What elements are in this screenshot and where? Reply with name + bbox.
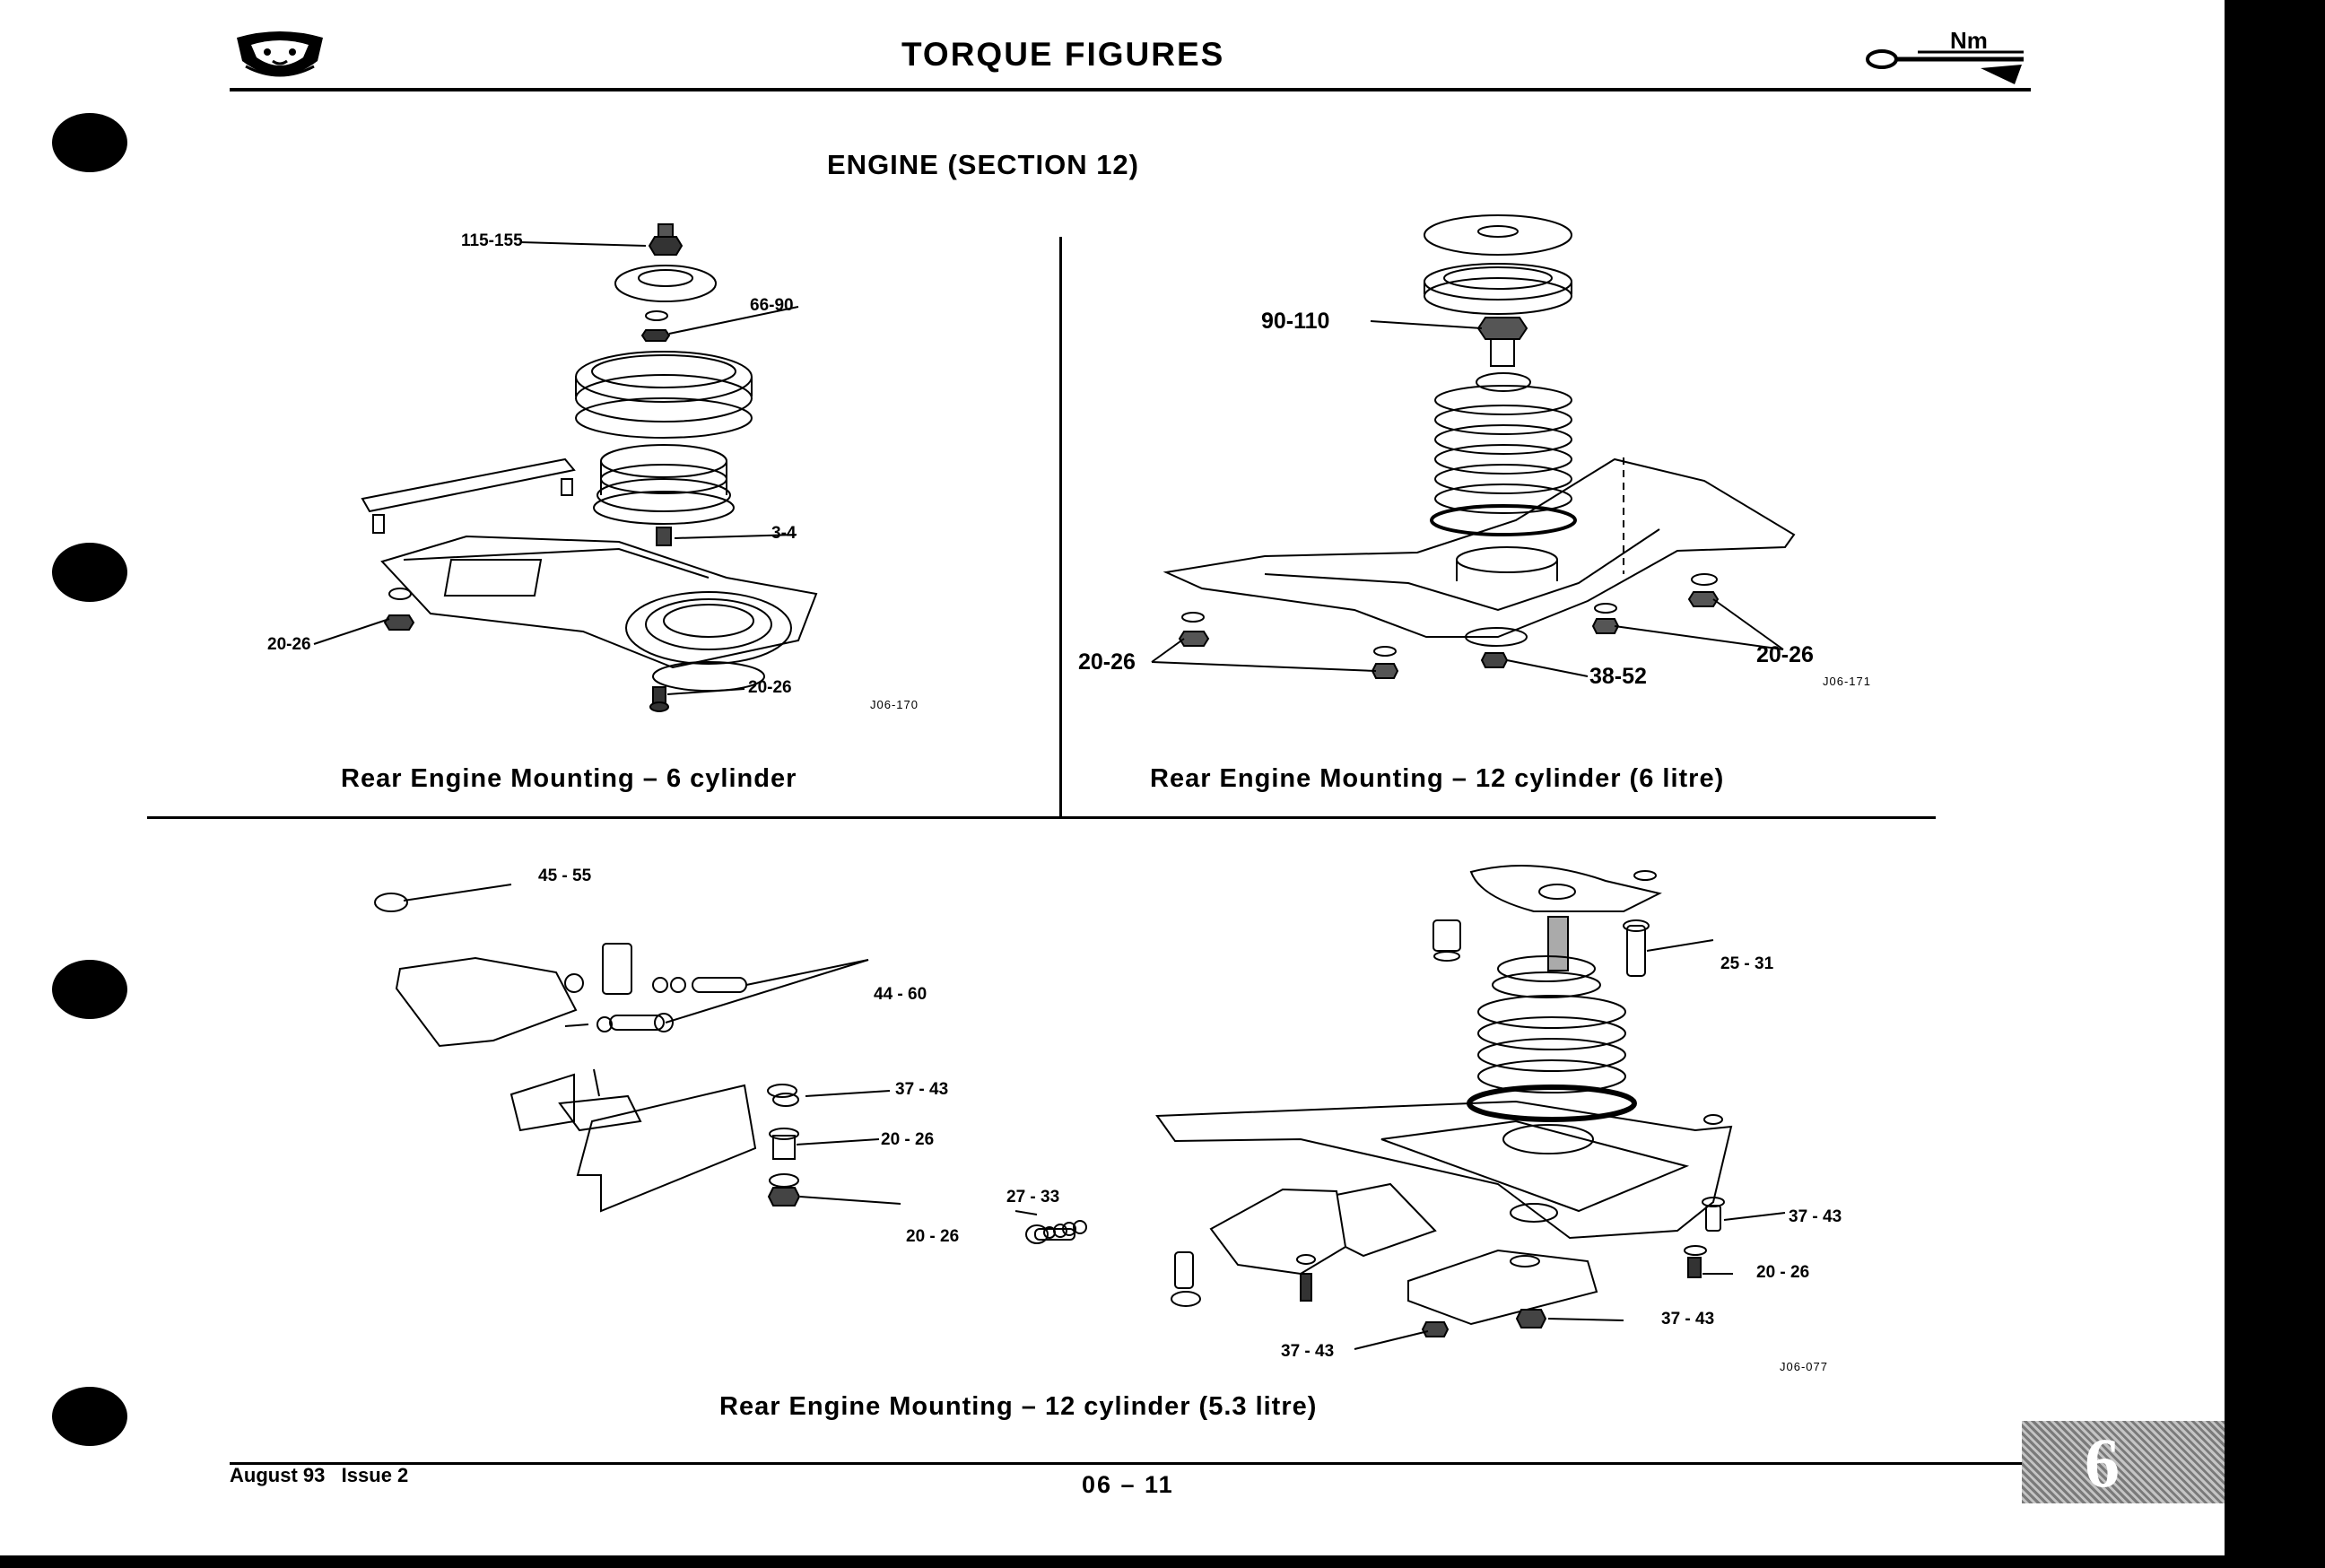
torque-label: 20-26	[1078, 649, 1136, 675]
nm-unit-label: Nm	[1950, 27, 1988, 54]
binder-hole	[52, 1387, 127, 1446]
torque-label: 66-90	[750, 296, 794, 315]
binder-hole	[52, 113, 127, 172]
torque-label: 37 - 43	[1281, 1342, 1335, 1361]
page-number: 06 – 11	[1082, 1471, 1174, 1498]
torque-label: 45 - 55	[538, 867, 592, 885]
bottom-page-edge	[0, 1555, 2325, 1568]
section-title: ENGINE (SECTION 12)	[827, 149, 1139, 180]
torque-label: 3-4	[771, 524, 797, 543]
torque-label: 27 - 33	[1006, 1188, 1060, 1206]
torque-label: 20-26	[267, 635, 311, 654]
torque-label: 20 - 26	[906, 1227, 960, 1246]
jaguar-logo-icon	[237, 31, 323, 83]
issue-date: August 93 Issue 2	[230, 1464, 409, 1486]
vertical-divider	[1059, 237, 1062, 818]
section-tab: 6	[2022, 1421, 2225, 1503]
torque-label: 37 - 43	[895, 1080, 949, 1099]
figure-reference: J06-171	[1823, 675, 1871, 688]
torque-label: 38-52	[1589, 664, 1647, 689]
torque-label: 44 - 60	[874, 985, 927, 1004]
torque-label: 37 - 43	[1789, 1207, 1842, 1226]
figure-reference: J06-077	[1780, 1360, 1828, 1373]
binder-hole	[52, 960, 127, 1019]
rear-mounting-12cyl-6litre-diagram	[1157, 215, 1821, 700]
torque-label: 20-26	[1756, 642, 1814, 667]
footer-rule	[230, 1462, 2024, 1465]
section-tab-number: 6	[2085, 1424, 2120, 1502]
figure-caption: Rear Engine Mounting – 6 cylinder	[341, 764, 797, 793]
right-page-edge	[2225, 0, 2325, 1568]
header-rule	[230, 88, 2031, 91]
figure-reference: J06-170	[870, 698, 919, 711]
torque-label: 115-155	[461, 231, 523, 250]
torque-label: 20 - 26	[1756, 1263, 1810, 1282]
horizontal-divider	[147, 816, 1936, 819]
torque-wrench-icon	[1864, 47, 2025, 84]
torque-label: 20 - 26	[881, 1130, 935, 1149]
torque-label: 25 - 31	[1720, 954, 1774, 973]
figure-caption: Rear Engine Mounting – 12 cylinder (6 li…	[1150, 764, 1725, 793]
figure-caption: Rear Engine Mounting – 12 cylinder (5.3 …	[719, 1392, 1318, 1421]
rear-mounting-6cyl-diagram	[350, 219, 834, 712]
torque-label: 90-110	[1261, 309, 1330, 334]
binder-hole	[52, 543, 127, 602]
rear-mounting-12cyl-53litre-diagram	[368, 861, 1767, 1363]
torque-label: 37 - 43	[1661, 1310, 1715, 1328]
torque-label: 20-26	[748, 678, 792, 697]
page-title: TORQUE FIGURES	[901, 36, 1225, 73]
